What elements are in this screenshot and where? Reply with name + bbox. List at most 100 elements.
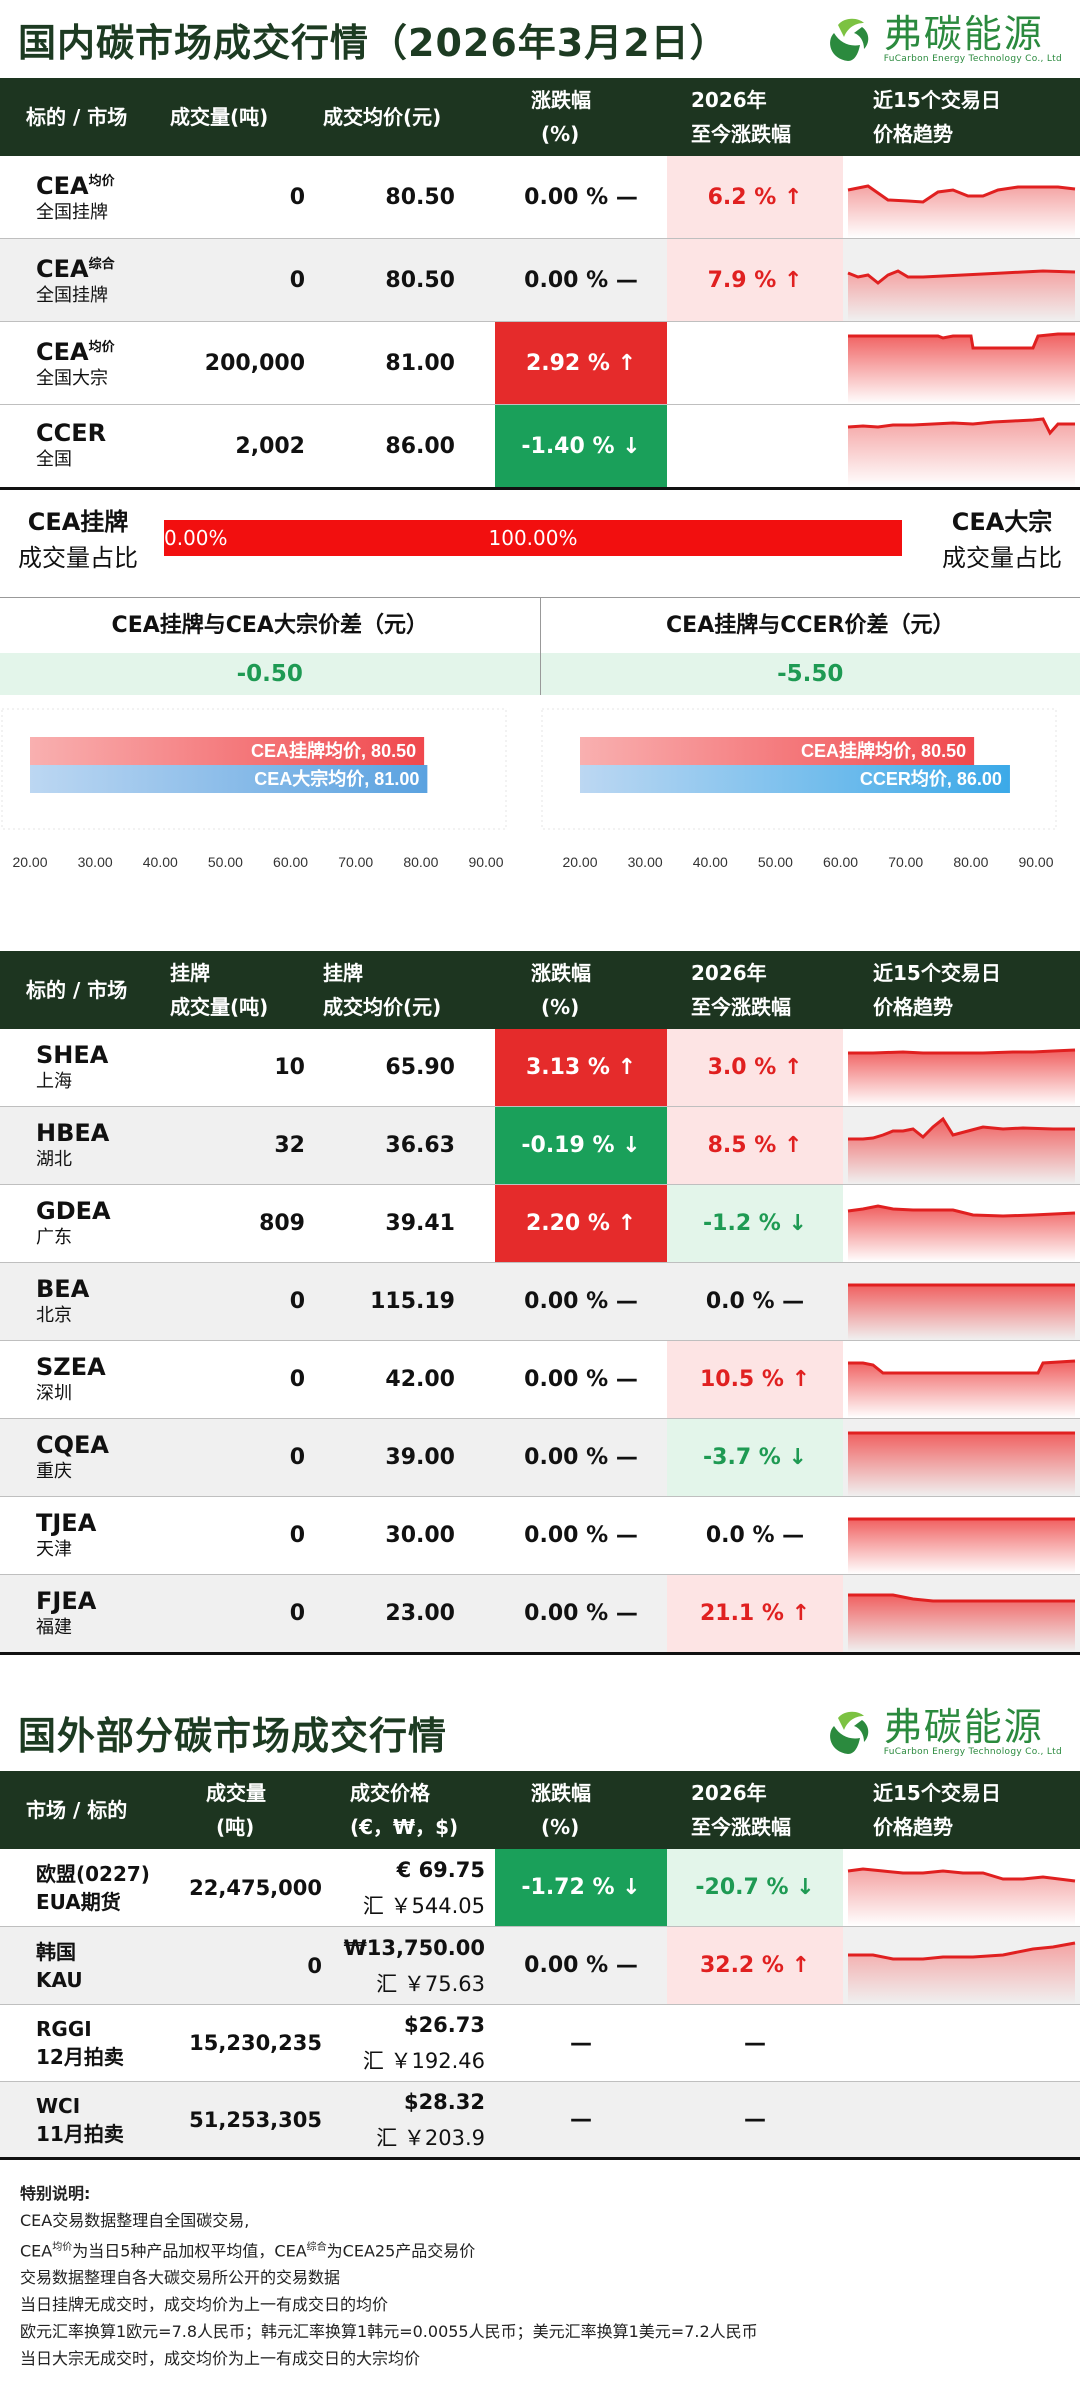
volume-cell: 10 [170, 1029, 305, 1107]
volume-cell: 22,475,000 [170, 1849, 330, 1927]
change-cell: -1.40 % ↓ [495, 405, 667, 489]
volume-cell: 809 [170, 1185, 305, 1263]
tick-label: 30.00 [78, 854, 113, 870]
section-title: 国外部分碳市场成交行情 [18, 1705, 447, 1760]
col-header-target: 标的 / 市场 [0, 78, 170, 156]
tick-label: 60.00 [273, 854, 308, 870]
ytd-cell: 3.0 % ↑ [667, 1029, 843, 1107]
trend-sparkline [843, 405, 1080, 489]
spread-value: -5.50 [541, 653, 1080, 695]
bar-label: CEA挂牌均价, 80.50 [801, 740, 966, 761]
price-cell: 80.50 [305, 239, 495, 322]
col-header-avg-price: 挂牌成交均价(元) [305, 951, 495, 1029]
price-cell: 39.00 [305, 1419, 495, 1497]
trend-sparkline [843, 1185, 1080, 1263]
brand-logo: 弗碳能源 FuCarbon Energy Technology Co., Ltd [820, 1704, 1062, 1760]
tick-label: 80.00 [403, 854, 438, 870]
share-bar: 0.00% 100.00% [164, 520, 902, 556]
logo-text-en: FuCarbon Energy Technology Co., Ltd [884, 1747, 1062, 1757]
overseas-market-table: 市场 / 标的 成交量(吨) 成交价格(€，₩，$) 涨跌幅(%) 2026年至… [0, 1771, 1080, 2160]
price-spread-panel: CEA挂牌与CEA大宗价差（元） -0.50 CEA挂牌与CCER价差（元） -… [0, 598, 1080, 695]
col-header-change: 涨跌幅(%) [495, 78, 667, 156]
price-cell: 86.00 [305, 405, 495, 489]
spread-title: CEA挂牌与CEA大宗价差（元） [0, 598, 540, 653]
trend-sparkline [843, 1419, 1080, 1497]
national-market-table: 标的 / 市场 成交量(吨) 成交均价(元) 涨跌幅(%) 2026年至今涨跌幅… [0, 78, 1080, 490]
regional-market-table: 标的 / 市场 挂牌成交量(吨) 挂牌成交均价(元) 涨跌幅(%) 2026年至… [0, 951, 1080, 1655]
table-row: CEA均价全国挂牌 0 80.50 0.00 % — 6.2 % ↑ [0, 156, 1080, 239]
price-cell: 30.00 [305, 1497, 495, 1575]
tick-label: 80.00 [953, 854, 988, 870]
col-header-trend: 近15个交易日价格趋势 [843, 1771, 1080, 1849]
col-header-volume: 成交量(吨) [170, 78, 305, 156]
col-header-market: 市场 / 标的 [0, 1771, 170, 1849]
ytd-cell: 32.2 % ↑ [667, 1927, 843, 2005]
logo-text-cn: 弗碳能源 [884, 1707, 1044, 1747]
spread-cea-vs-ccer: CEA挂牌与CCER价差（元） -5.50 [540, 598, 1080, 694]
volume-cell: 0 [170, 1497, 305, 1575]
logo-text-cn: 弗碳能源 [884, 14, 1044, 54]
volume-cell: 0 [170, 1263, 305, 1341]
price-cell: 42.00 [305, 1341, 495, 1419]
change-cell: 2.92 % ↑ [495, 322, 667, 405]
volume-share-bar: CEA挂牌成交量占比 0.00% 100.00% CEA大宗成交量占比 [0, 490, 1080, 598]
col-header-volume: 挂牌成交量(吨) [170, 951, 305, 1029]
price-cell: 80.50 [305, 156, 495, 239]
ytd-cell: -20.7 % ↓ [667, 1849, 843, 1927]
col-header-volume: 成交量(吨) [170, 1771, 330, 1849]
table-row: CEA均价全国大宗 200,000 81.00 2.92 % ↑ [0, 322, 1080, 405]
ytd-cell: -3.7 % ↓ [667, 1419, 843, 1497]
ytd-cell: — [667, 2005, 843, 2082]
tick-label: 20.00 [562, 854, 597, 870]
ytd-cell [667, 405, 843, 489]
change-cell: — [495, 2082, 667, 2159]
change-cell: 2.20 % ↑ [495, 1185, 667, 1263]
price-cell: 39.41 [305, 1185, 495, 1263]
volume-cell: 200,000 [170, 322, 305, 405]
note-line: 当日大宗无成交时，成交均价为上一有成交日的大宗均价 [20, 2345, 1060, 2372]
tick-label: 30.00 [628, 854, 663, 870]
trend-sparkline [843, 322, 1080, 405]
target-cell: CEA均价全国挂牌 [0, 156, 170, 239]
col-header-change: 涨跌幅(%) [495, 1771, 667, 1849]
col-header-ytd: 2026年至今涨跌幅 [667, 78, 843, 156]
bar-label: CCER均价, 86.00 [860, 768, 1002, 789]
change-cell: 0.00 % — [495, 1419, 667, 1497]
note-line: 交易数据整理自各大碳交易所公开的交易数据 [20, 2264, 1060, 2291]
change-cell: 0.00 % — [495, 1341, 667, 1419]
table-header: 市场 / 标的 成交量(吨) 成交价格(€，₩，$) 涨跌幅(%) 2026年至… [0, 1771, 1080, 1849]
table-header: 标的 / 市场 成交量(吨) 成交均价(元) 涨跌幅(%) 2026年至今涨跌幅… [0, 78, 1080, 156]
trend-sparkline [843, 239, 1080, 322]
overseas-section-header: 国外部分碳市场成交行情 弗碳能源 FuCarbon Energy Technol… [0, 1693, 1080, 1771]
trend-sparkline [843, 1029, 1080, 1107]
price-cell: 65.90 [305, 1029, 495, 1107]
trend-sparkline [843, 1263, 1080, 1341]
trend-sparkline [843, 1849, 1080, 1927]
target-cell: CEA综合全国挂牌 [0, 239, 170, 322]
trend-sparkline [843, 1107, 1080, 1185]
spread-cea-listed-vs-bulk: CEA挂牌与CEA大宗价差（元） -0.50 [0, 598, 540, 694]
tick-label: 70.00 [888, 854, 923, 870]
col-header-ytd: 2026年至今涨跌幅 [667, 1771, 843, 1849]
